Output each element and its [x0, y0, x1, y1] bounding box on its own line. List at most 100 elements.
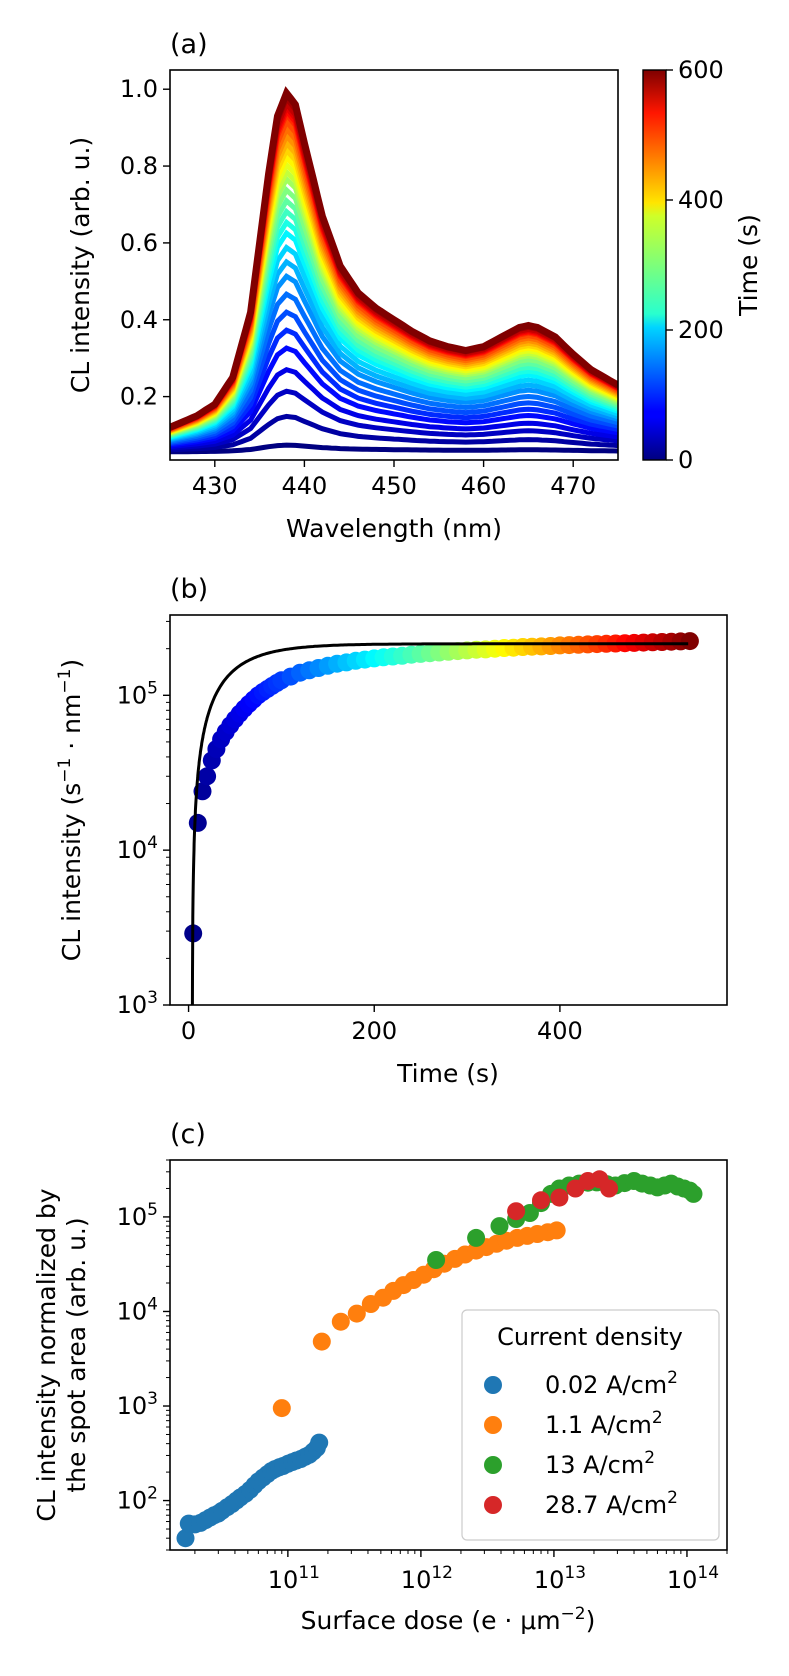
tick-exponent: 13 — [564, 1563, 586, 1583]
data-point — [490, 1217, 509, 1236]
tick-exponent: 4 — [147, 833, 158, 853]
data-point — [198, 767, 217, 786]
panel-b-xlabel: Time (s) — [396, 1059, 499, 1088]
ylabel-part: · nm — [57, 694, 86, 758]
legend-value: 28.7 A/cm — [545, 1491, 667, 1519]
spectrum-line — [170, 413, 618, 453]
y-tick-label: 0.4 — [120, 306, 158, 334]
data-point — [176, 1529, 195, 1548]
legend-unit-exponent: 2 — [667, 1488, 678, 1508]
panel-b-plot-area — [184, 632, 699, 1005]
legend-label: 0.02 A/cm2 — [545, 1368, 678, 1399]
tick-exponent: 11 — [298, 1563, 320, 1583]
y-tick-label: 103 — [117, 988, 158, 1019]
data-point — [532, 1191, 550, 1210]
legend-marker — [484, 1496, 502, 1514]
x-tick-label: 470 — [550, 472, 596, 500]
colorbar-tick-label: 400 — [678, 186, 724, 214]
panel-a-xlabel: Wavelength (nm) — [286, 514, 502, 543]
tick-base: 10 — [117, 991, 148, 1019]
y-tick-label: 0.6 — [120, 229, 158, 257]
legend-marker — [484, 1416, 502, 1434]
data-point — [684, 1184, 703, 1203]
panel-b-label: (b) — [170, 574, 208, 605]
tick-exponent: 4 — [147, 1294, 158, 1314]
tick-exponent: 5 — [147, 1200, 158, 1220]
colorbar-tick-label: 0 — [678, 446, 693, 474]
panel-b-x-ticks: 0 200 400 — [181, 1005, 583, 1045]
spectrum-line — [170, 86, 618, 431]
x-tick-label: 400 — [537, 1017, 583, 1045]
tick-base: 10 — [117, 1297, 148, 1325]
spectrum-line — [170, 388, 618, 451]
y-tick-label: 104 — [117, 1294, 158, 1325]
tick-exponent: 14 — [697, 1563, 719, 1583]
xlabel-sup: −2 — [561, 1604, 586, 1624]
data-point — [600, 1179, 619, 1198]
legend-label: 1.1 A/cm2 — [545, 1408, 663, 1439]
spectrum-line — [170, 327, 618, 447]
fit-curve — [190, 642, 689, 1005]
x-tick-label: 0 — [181, 1017, 196, 1045]
data-point — [272, 1399, 291, 1418]
tick-exponent: 3 — [147, 988, 158, 1008]
colorbar-tick-label: 200 — [678, 316, 724, 344]
tick-base: 10 — [268, 1566, 299, 1594]
tick-base: 10 — [117, 1203, 148, 1231]
data-point — [312, 1332, 331, 1351]
y-tick-label: 1.0 — [120, 75, 158, 103]
spectrum-line — [170, 345, 618, 448]
panel-c-x-ticks: 1011 1012 1013 1014 — [194, 1550, 728, 1594]
ylabel-part: ) — [57, 659, 86, 669]
spectrum-line — [170, 367, 618, 450]
colorbar-gradient — [643, 70, 666, 460]
panel-c-xlabel: Surface dose (e · μm−2) — [301, 1604, 596, 1635]
spectrum-line — [170, 442, 618, 455]
panel-c-plot-area — [176, 1170, 703, 1548]
xlabel-part: ) — [586, 1606, 596, 1635]
legend-marker — [484, 1376, 502, 1394]
tick-exponent: 2 — [147, 1484, 158, 1504]
tick-base: 10 — [534, 1566, 565, 1594]
x-tick-label: 200 — [351, 1017, 397, 1045]
data-point — [507, 1202, 526, 1221]
legend-unit-exponent: 2 — [644, 1448, 655, 1468]
spectrum-line — [170, 309, 618, 446]
data-point — [310, 1433, 329, 1452]
x-tick-label: 440 — [281, 472, 327, 500]
data-point — [467, 1228, 486, 1247]
ylabel-part: CL intensity (s — [57, 783, 86, 961]
x-tick-label: 1013 — [534, 1563, 586, 1594]
data-point — [680, 632, 699, 651]
legend-title: Current density — [497, 1323, 683, 1351]
data-point — [547, 1221, 566, 1240]
tick-exponent: 3 — [147, 1389, 158, 1409]
panel-c-label: (c) — [170, 1119, 206, 1150]
panel-a-label: (a) — [170, 29, 208, 60]
tick-base: 10 — [401, 1566, 432, 1594]
data-point — [188, 813, 207, 832]
x-tick-label: 1011 — [268, 1563, 320, 1594]
legend-label: 13 A/cm2 — [545, 1448, 655, 1479]
tick-base: 10 — [117, 1392, 148, 1420]
x-tick-label: 1012 — [401, 1563, 453, 1594]
colorbar-label: Time (s) — [734, 214, 763, 317]
data-point — [331, 1312, 350, 1331]
data-point — [347, 1304, 366, 1323]
panel-b-ylabel: CL intensity (s−1 · nm−1) — [55, 659, 86, 961]
tick-base: 10 — [667, 1566, 698, 1594]
legend-value: 1.1 A/cm — [545, 1411, 652, 1439]
tick-base: 10 — [117, 1487, 148, 1515]
panel-c-ylabel-line-2: the spot area (arb. u.) — [62, 1217, 91, 1492]
panel-c-ylabel-line-1: CL intensity normalized by — [32, 1188, 61, 1521]
panel-c-frame — [169, 1159, 728, 1551]
y-tick-label: 0.8 — [120, 152, 158, 180]
legend-box — [461, 1309, 720, 1541]
y-tick-label: 105 — [117, 1200, 158, 1231]
x-tick-label: 460 — [461, 472, 507, 500]
legend-unit-exponent: 2 — [652, 1408, 663, 1428]
